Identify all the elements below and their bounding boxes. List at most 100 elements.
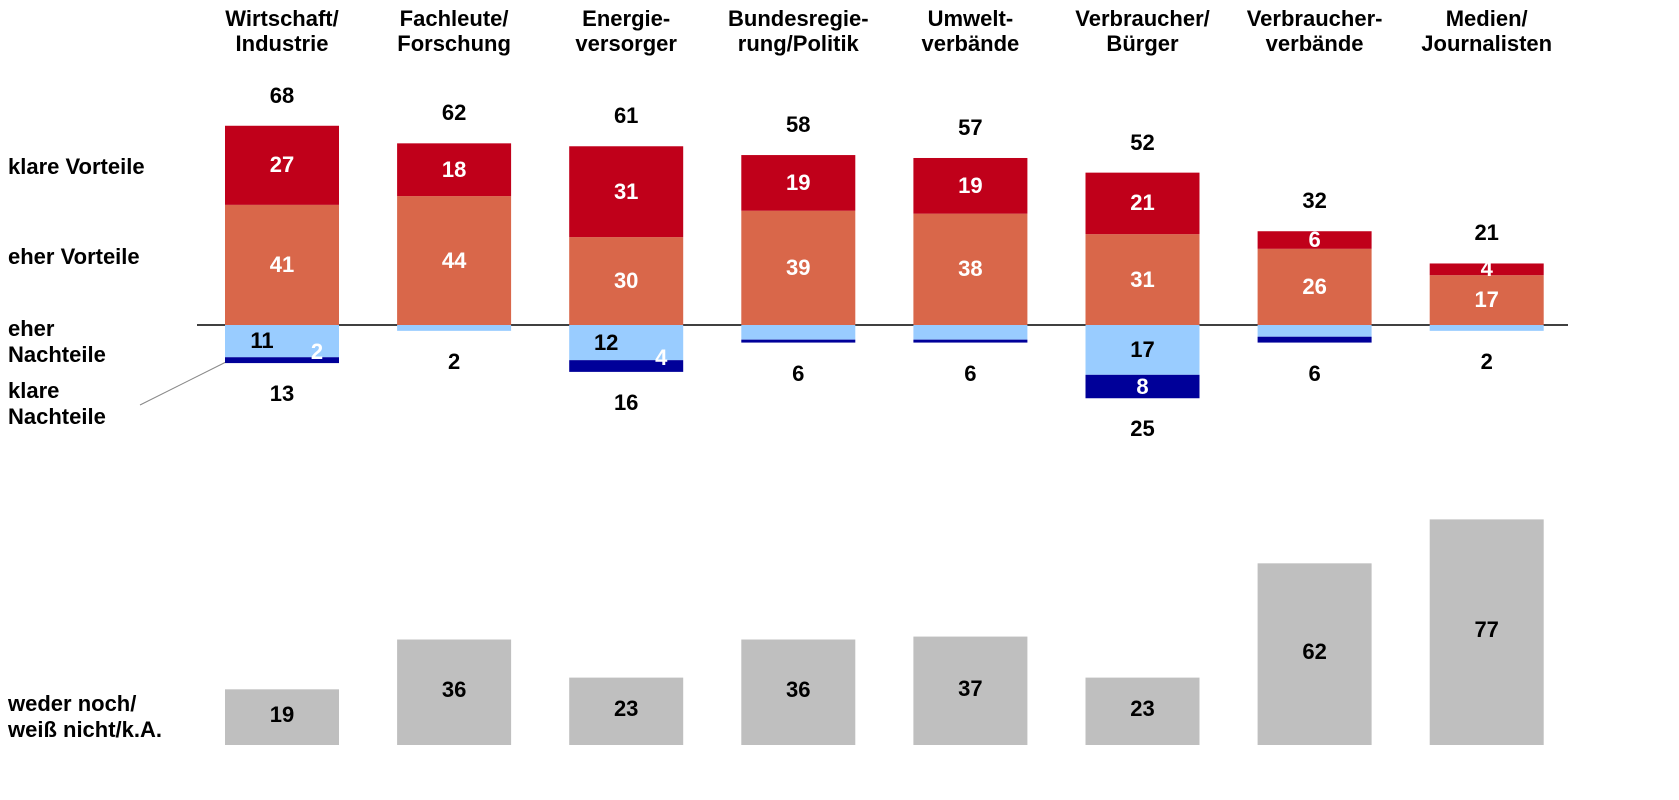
- bar: [1085, 677, 1200, 745]
- value-label: 44: [441, 247, 467, 273]
- bar-segment: [569, 325, 684, 361]
- value-label: 19: [958, 172, 983, 198]
- category-label: Wirtschaft/ Industrie: [225, 6, 339, 56]
- bar-segment: [1085, 325, 1200, 375]
- category-label: Umwelt- verbände: [921, 6, 1020, 56]
- category-label: Fachleute/ Forschung: [397, 6, 511, 56]
- legend-label: klare Nachteile: [8, 378, 106, 429]
- total-label: 25: [1130, 416, 1155, 442]
- total-label: 62: [441, 100, 467, 126]
- total-label: 6: [964, 360, 977, 386]
- total-label: 57: [958, 114, 983, 140]
- bar-segment: [569, 360, 684, 372]
- bar: [913, 636, 1028, 745]
- value-label: 41: [269, 251, 295, 277]
- value-label: 38: [958, 256, 983, 282]
- value-label: 36: [786, 677, 811, 703]
- total-label: 58: [786, 112, 811, 138]
- bar-segment: [225, 325, 339, 358]
- value-label: 39: [786, 254, 811, 280]
- total-label: 2: [447, 348, 461, 374]
- bar-segment: [741, 339, 856, 343]
- category-label: Medien/ Journalisten: [1421, 6, 1553, 56]
- value-label: 62: [1302, 639, 1327, 665]
- bar-segment: [1429, 325, 1544, 331]
- category-label: Verbraucher- verbände: [1246, 6, 1383, 56]
- value-label: 19: [786, 169, 811, 195]
- bar-segment: [913, 325, 1028, 340]
- bar-segment: [569, 237, 684, 325]
- bar: [397, 639, 512, 745]
- bar: [1257, 563, 1372, 745]
- bar-segment: [1257, 325, 1372, 337]
- bar-segment: [1085, 172, 1200, 235]
- bar-segment: [1085, 234, 1200, 325]
- total-label: 2: [1480, 348, 1493, 374]
- value-label: 77: [1474, 617, 1499, 643]
- value-label: 4: [1480, 256, 1493, 282]
- category-label: Energie- versorger: [575, 6, 677, 56]
- bar: [1429, 519, 1544, 745]
- value-label: 31: [613, 178, 639, 204]
- value-label: 18: [441, 156, 467, 182]
- total-label: 68: [269, 82, 295, 108]
- total-label: 6: [792, 360, 805, 386]
- bar-segment: [225, 357, 339, 364]
- category-label: Bundesregie- rung/Politik: [728, 6, 869, 56]
- value-label: 31: [1130, 266, 1155, 292]
- bar: [225, 689, 339, 745]
- bar-segment: [397, 143, 512, 197]
- bar-segment: [1257, 248, 1372, 325]
- value-label: 23: [613, 696, 639, 722]
- legend-label: eher Nachteile: [8, 316, 106, 367]
- value-label: 17: [1474, 287, 1499, 313]
- value-label: 30: [613, 268, 639, 294]
- bar-segment: [741, 325, 856, 340]
- bar-segment: [741, 210, 856, 325]
- bar-segment: [913, 157, 1028, 214]
- legend-label: eher Vorteile: [8, 244, 140, 269]
- bar-segment: [1257, 231, 1372, 249]
- value-label: 8: [1136, 373, 1149, 399]
- bar-segment: [397, 325, 512, 331]
- value-label: 19: [269, 702, 295, 728]
- value-label: 37: [958, 675, 983, 701]
- bar-segment: [913, 339, 1028, 343]
- value-label: 23: [1130, 696, 1155, 722]
- value-label: 12: [593, 329, 619, 355]
- bar-segment: [225, 204, 339, 325]
- total-label: 61: [613, 103, 639, 129]
- total-label: 6: [1308, 360, 1321, 386]
- bar-segment: [1429, 263, 1544, 276]
- bar-segment: [1257, 336, 1372, 343]
- value-label: 26: [1302, 273, 1327, 299]
- value-label: 2: [310, 339, 324, 365]
- bar-segment: [913, 213, 1028, 325]
- value-label: 36: [441, 677, 467, 703]
- legend-label: weder noch/ weiß nicht/k.A.: [8, 691, 163, 742]
- value-label: 11: [250, 328, 274, 354]
- bar-segment: [225, 125, 339, 205]
- bar: [741, 639, 856, 745]
- total-label: 21: [1474, 220, 1499, 246]
- value-label: 6: [1308, 227, 1321, 253]
- value-label: 21: [1130, 190, 1155, 216]
- legend-label: klare Vorteile: [8, 154, 145, 179]
- bar-segment: [1429, 275, 1544, 325]
- category-label: Verbraucher/ Bürger: [1075, 6, 1210, 56]
- value-label: 4: [655, 345, 668, 371]
- value-label: 27: [269, 152, 295, 178]
- total-label: 52: [1130, 129, 1155, 155]
- total-label: 16: [613, 389, 639, 415]
- total-label: 13: [269, 381, 295, 407]
- bar: [569, 677, 684, 745]
- value-label: 17: [1130, 336, 1155, 362]
- bar-segment: [741, 155, 856, 211]
- bar-segment: [1085, 374, 1200, 399]
- bar-segment: [569, 146, 684, 238]
- bar-segment: [397, 196, 512, 325]
- leader-line: [139, 361, 227, 406]
- total-label: 32: [1302, 188, 1327, 214]
